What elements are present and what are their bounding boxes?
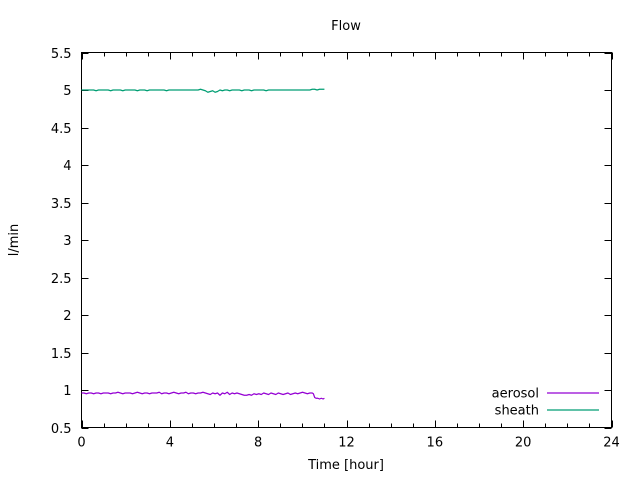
chart-title: Flow: [331, 19, 361, 34]
legend-label-aerosol: aerosol: [492, 387, 539, 402]
y-tick-label: 3: [63, 234, 71, 249]
y-axis-ticks: 0.5 1 1.5 2 2.5 3 3.5 4 4.5 5 5.5: [51, 47, 612, 437]
y-tick-label: 4.5: [51, 122, 72, 137]
x-tick-label: 24: [603, 436, 620, 451]
y-tick-label: 1.5: [51, 347, 72, 362]
y-tick-label: 1: [63, 384, 71, 399]
y-tick-label: 5.5: [51, 47, 72, 62]
x-axis-ticks: 0 4 8 12 16 20 24: [77, 52, 620, 451]
x-tick-label: 4: [166, 436, 174, 451]
x-axis-title: Time [hour]: [307, 458, 384, 473]
x-tick-label: 16: [427, 436, 444, 451]
chart-legend: aerosol sheath: [492, 387, 599, 419]
legend-label-sheath: sheath: [495, 404, 539, 419]
y-tick-label: 4: [63, 159, 71, 174]
series-line-aerosol: [81, 391, 325, 400]
y-tick-label: 5: [63, 84, 71, 99]
x-tick-label: 0: [77, 436, 85, 451]
y-tick-label: 0.5: [51, 422, 72, 437]
y-tick-label: 2: [63, 309, 71, 324]
y-tick-label: 3.5: [51, 197, 72, 212]
x-tick-label: 12: [338, 436, 355, 451]
y-tick-label: 2.5: [51, 272, 72, 287]
x-tick-label: 8: [254, 436, 262, 451]
plot-frame: [81, 52, 612, 428]
data-series-group: [81, 88, 325, 400]
x-tick-label: 20: [515, 436, 532, 451]
y-axis-title: l/min: [7, 224, 22, 257]
series-line-sheath: [81, 88, 325, 93]
